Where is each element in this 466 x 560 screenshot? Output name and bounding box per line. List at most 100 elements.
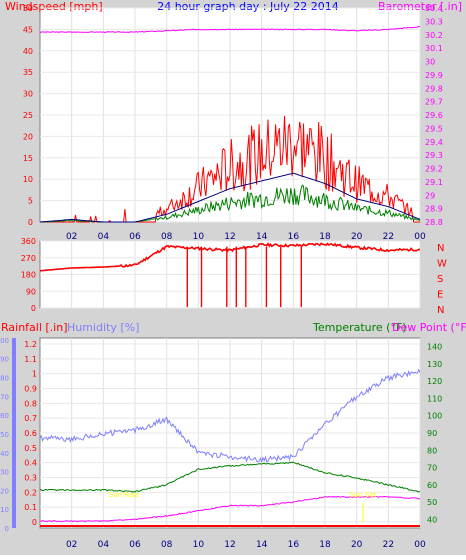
temperature-tick-label: 120 (427, 377, 442, 386)
wind-average-line (39, 172, 421, 223)
direction-tick-label: 90 (26, 287, 36, 296)
x-tick-label-top: 22 (383, 232, 394, 242)
compass-label: S (437, 274, 443, 285)
x-tick-label-bottom: 02 (66, 540, 77, 550)
direction-tick-label: 270 (21, 254, 36, 263)
barometer-tick-label: 30.3 (425, 17, 443, 26)
x-tick-label-top: 12 (224, 232, 235, 242)
barometer-tick-label: 29.4 (425, 138, 443, 147)
barometer-tick-label: 29.8 (425, 84, 443, 93)
barometer-tick-label: 30.1 (425, 44, 443, 53)
x-tick-label-bottom: 12 (224, 540, 235, 550)
x-tick-label-bottom: 00 (414, 540, 426, 550)
sunrise-label: Sun Rise (109, 491, 139, 499)
windspeed-axis-title: Windspeed [mph] (5, 0, 103, 13)
temperature-tick-label: 60 (427, 481, 437, 490)
barometer-tick-label: 29.9 (425, 71, 443, 80)
humidity-tick-label: 100 (0, 337, 9, 345)
temperature-tick-label: 50 (427, 498, 437, 507)
rain-tick-label: 0.8 (24, 399, 37, 408)
temperature-axis-title: Temperature (°F) (312, 321, 407, 334)
rain-tick-label: 0.4 (24, 459, 37, 468)
x-tick-label-top: 14 (256, 232, 268, 242)
rain-tick-label: 0.9 (24, 385, 37, 394)
humidity-tick-label: 0 (5, 525, 9, 533)
rainfall-axis-title: Rainfall [.in] (1, 321, 68, 334)
wind-direction-line (39, 242, 421, 272)
chart-title: 24 hour graph day : July 22 2014 (157, 0, 339, 13)
x-tick-label-top: 18 (319, 232, 331, 242)
barometer-line (39, 25, 421, 34)
compass-label: N (437, 305, 444, 316)
rain-tick-label: 0.6 (24, 429, 37, 438)
dewpoint-axis-title: Dew Point (°F) (392, 321, 466, 334)
wind-tick-label: 25 (23, 111, 33, 120)
barometer-tick-label: 28.8 (425, 218, 443, 227)
humidity-tick-label: 70 (0, 393, 9, 401)
temperature-tick-label: 100 (427, 412, 442, 421)
barometer-tick-label: 30.4 (425, 4, 443, 13)
barometer-tick-label: 29.1 (425, 178, 443, 187)
wind-tick-label: 10 (23, 175, 33, 184)
barometer-tick-label: 28.9 (425, 205, 443, 214)
temperature-tick-label: 80 (427, 446, 437, 455)
x-tick-label-bottom: 14 (256, 540, 268, 550)
temperature-tick-label: 140 (427, 343, 442, 352)
wind-tick-label: 40 (23, 47, 33, 56)
barometer-tick-label: 29.2 (425, 165, 443, 174)
barometer-tick-label: 29.3 (425, 151, 443, 160)
barometer-tick-label: 29 (425, 191, 435, 200)
x-tick-label-top: 04 (98, 232, 110, 242)
humidity-axis-title: Humidity [%] (67, 321, 139, 334)
rain-tick-label: 0.1 (24, 503, 37, 512)
x-tick-label-bottom: 16 (288, 540, 300, 550)
wind-tick-label: 35 (23, 68, 33, 77)
wind-tick-label: 45 (23, 25, 33, 34)
rain-tick-label: 0.3 (24, 474, 37, 483)
barometer-tick-label: 29.6 (425, 111, 443, 120)
humidity-tick-label: 10 (0, 506, 9, 514)
humidity-tick-label: 30 (0, 469, 9, 477)
wind-tick-label: 5 (28, 197, 33, 206)
barometer-tick-label: 30 (425, 58, 435, 67)
dewpoint-line (39, 495, 421, 523)
barometer-tick-label: 30.2 (425, 31, 443, 40)
x-tick-label-top: 06 (129, 232, 141, 242)
humidity-axis-bar (12, 338, 16, 528)
sunset-label: Sun Set (349, 491, 376, 499)
barometer-tick-label: 29.7 (425, 98, 443, 107)
rain-tick-label: 1.2 (24, 340, 37, 349)
rain-tick-label: 0.7 (24, 414, 37, 423)
wind-tick-label: 20 (23, 132, 33, 141)
humidity-tick-label: 80 (0, 375, 9, 383)
direction-tick-label: 180 (21, 271, 36, 280)
wind-tick-label: 30 (23, 90, 33, 99)
direction-tick-label: 360 (21, 237, 36, 246)
compass-label: W (437, 259, 447, 270)
humidity-tick-label: 20 (0, 487, 9, 495)
x-tick-label-bottom: 04 (98, 540, 110, 550)
x-tick-label-top: 00 (414, 232, 426, 242)
wind-tick-label: 15 (23, 154, 33, 163)
x-tick-label-bottom: 10 (193, 540, 205, 550)
x-tick-label-top: 16 (288, 232, 300, 242)
humidity-tick-label: 60 (0, 412, 9, 420)
rain-tick-label: 0.5 (24, 444, 37, 453)
wind-tick-label: 0 (28, 218, 33, 227)
rain-tick-label: 0.2 (24, 488, 37, 497)
direction-tick-label: 0 (31, 304, 36, 313)
x-tick-label-bottom: 06 (129, 540, 141, 550)
temperature-tick-label: 90 (427, 429, 437, 438)
x-tick-label-bottom: 08 (161, 540, 173, 550)
x-tick-label-bottom: 20 (351, 540, 363, 550)
wind-tick-label: 50 (23, 4, 33, 13)
temperature-tick-label: 130 (427, 360, 442, 369)
x-tick-label-bottom: 18 (319, 540, 331, 550)
x-tick-label-top: 20 (351, 232, 363, 242)
barometer-axis-title: Barometer [.in] (378, 0, 462, 13)
temperature-tick-label: 70 (427, 464, 437, 473)
temperature-line (39, 461, 421, 493)
humidity-line (39, 368, 421, 464)
barometer-tick-label: 29.5 (425, 124, 443, 133)
